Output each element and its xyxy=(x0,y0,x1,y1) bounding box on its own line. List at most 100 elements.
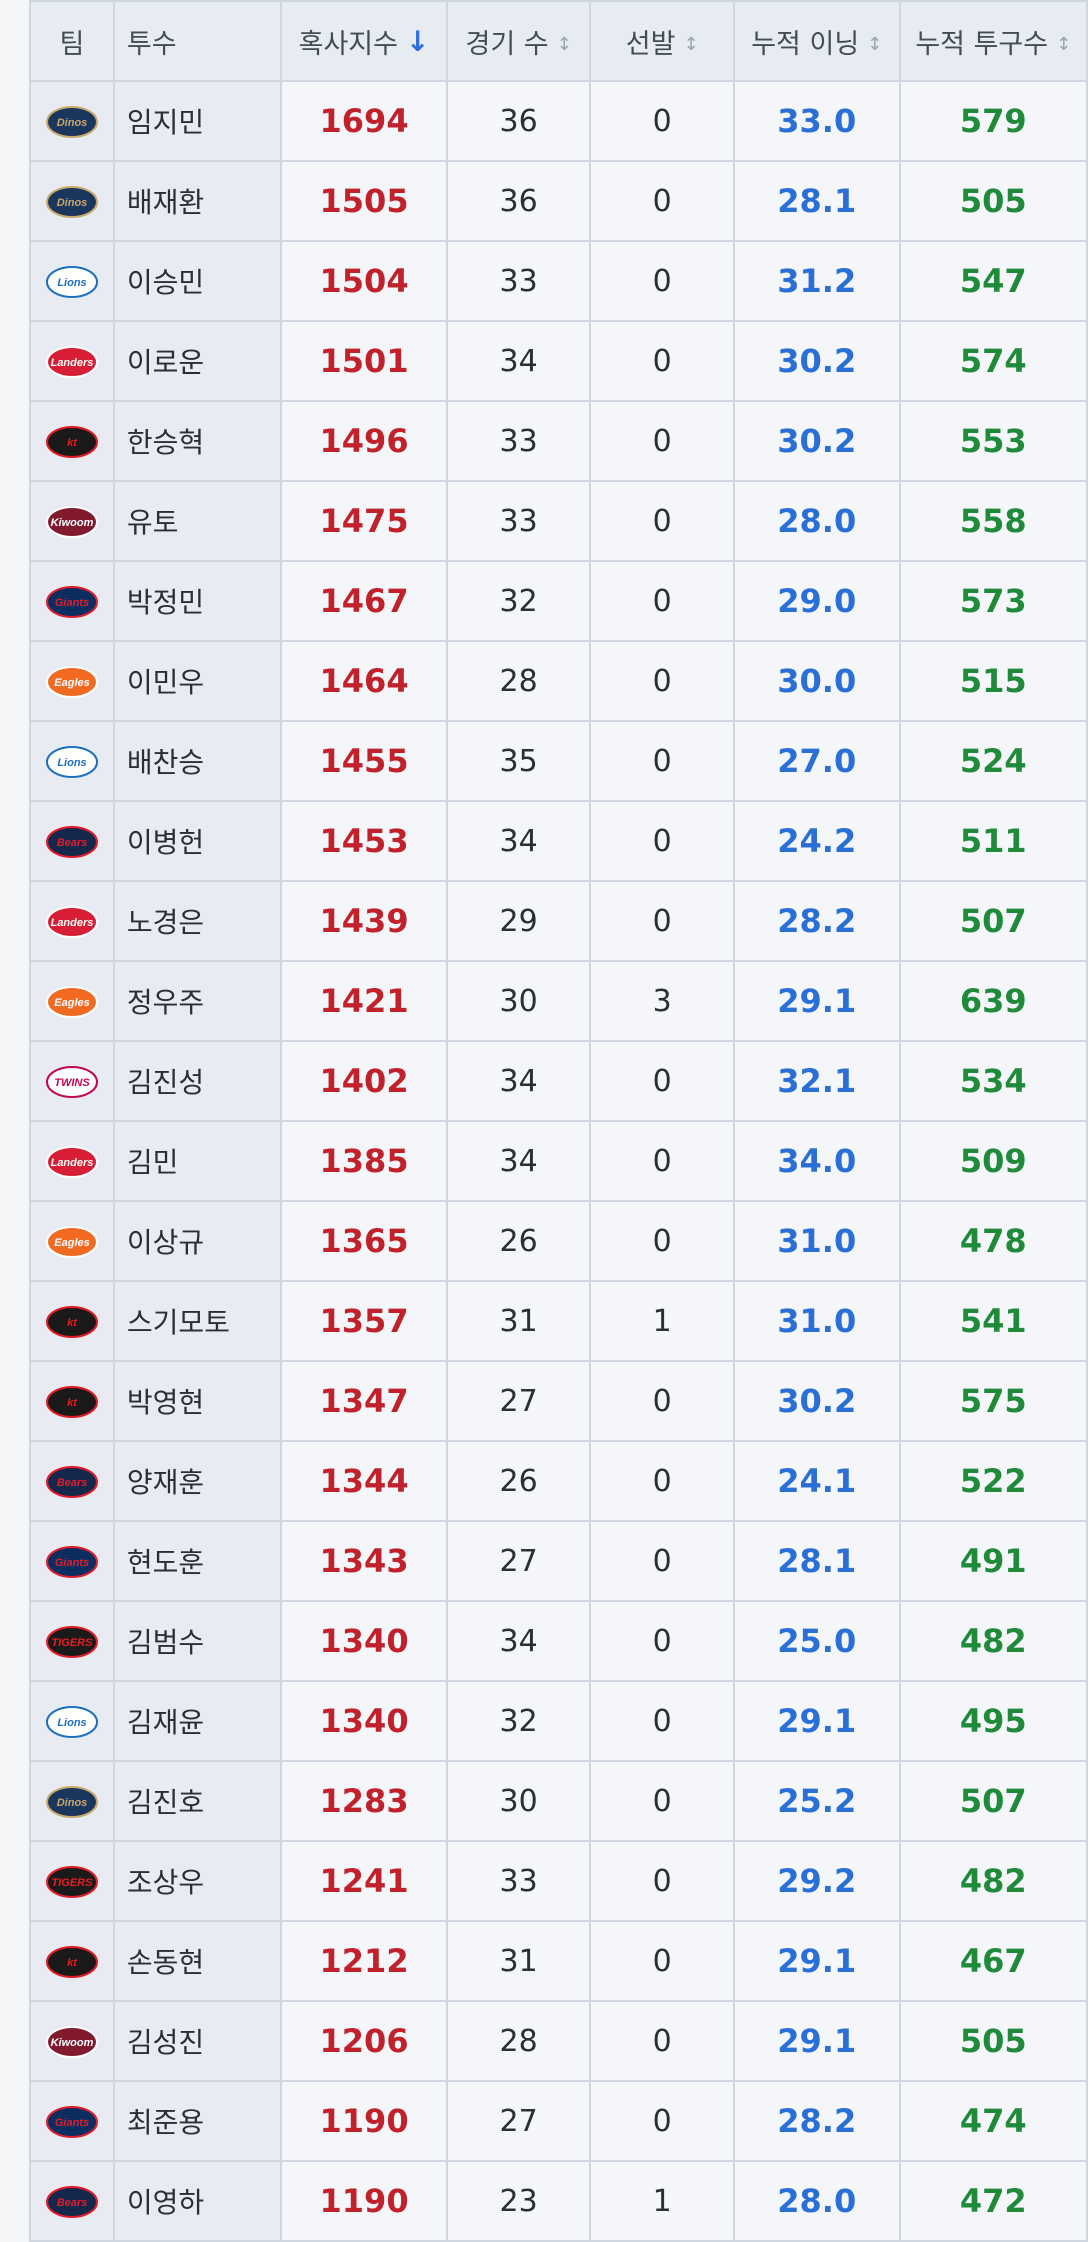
team-cell: Bears xyxy=(29,1440,115,1522)
landers-logo-icon: Landers xyxy=(45,1145,99,1179)
table-row[interactable]: Eagles 정우주 1421 30 3 29.1 639 xyxy=(29,960,1088,1042)
games-value: 34 xyxy=(445,1120,592,1202)
table-row[interactable]: Bears 이영하 1190 23 1 28.0 472 xyxy=(29,2160,1088,2242)
table-row[interactable]: kt 한승혁 1496 33 0 30.2 553 xyxy=(29,400,1088,482)
table-row[interactable]: TIGERS 조상우 1241 33 0 29.2 482 xyxy=(29,1840,1088,1922)
table-row[interactable]: Landers 이로운 1501 34 0 30.2 574 xyxy=(29,320,1088,402)
pitcher-name[interactable]: 이병헌 xyxy=(112,800,283,882)
starts-value: 0 xyxy=(589,1360,735,1442)
pitcher-name[interactable]: 김진호 xyxy=(112,1760,283,1842)
sort-desc-arrow-icon[interactable]: ↓ xyxy=(406,24,430,58)
pitcher-name[interactable]: 박영현 xyxy=(112,1360,283,1442)
header-games[interactable]: 경기 수 ↕ xyxy=(445,0,592,82)
pitches-value: 575 xyxy=(898,1360,1088,1442)
table-row[interactable]: Bears 양재훈 1344 26 0 24.1 522 xyxy=(29,1440,1088,1522)
table-row[interactable]: Landers 김민 1385 34 0 34.0 509 xyxy=(29,1120,1088,1202)
header-pitches[interactable]: 누적 투구수 ↕ xyxy=(898,0,1088,82)
header-pitcher[interactable]: 투수 xyxy=(112,0,283,82)
pitcher-name[interactable]: 김성진 xyxy=(112,2000,283,2082)
pitcher-name[interactable]: 스기모토 xyxy=(112,1280,283,1362)
pitcher-name[interactable]: 정우주 xyxy=(112,960,283,1042)
header-innings[interactable]: 누적 이닝 ↕ xyxy=(732,0,901,82)
table-row[interactable]: Lions 배찬승 1455 35 0 27.0 524 xyxy=(29,720,1088,802)
pitcher-name[interactable]: 조상우 xyxy=(112,1840,283,1922)
table-row[interactable]: Landers 노경은 1439 29 0 28.2 507 xyxy=(29,880,1088,962)
pitcher-name[interactable]: 김범수 xyxy=(112,1600,283,1682)
games-value: 26 xyxy=(445,1200,592,1282)
landers-logo-icon: Landers xyxy=(45,905,99,939)
table-row[interactable]: TWINS 김진성 1402 34 0 32.1 534 xyxy=(29,1040,1088,1122)
table-row[interactable]: kt 박영현 1347 27 0 30.2 575 xyxy=(29,1360,1088,1442)
pitcher-name[interactable]: 손동현 xyxy=(112,1920,283,2002)
pitches-value: 507 xyxy=(898,880,1088,962)
pitcher-name[interactable]: 이영하 xyxy=(112,2160,283,2242)
pitcher-name[interactable]: 박정민 xyxy=(112,560,283,642)
table-row[interactable]: Giants 박정민 1467 32 0 29.0 573 xyxy=(29,560,1088,642)
pitcher-name[interactable]: 배재환 xyxy=(112,160,283,242)
table-row[interactable]: Lions 김재윤 1340 32 0 29.1 495 xyxy=(29,1680,1088,1762)
table-row[interactable]: Eagles 이민우 1464 28 0 30.0 515 xyxy=(29,640,1088,722)
pitcher-name[interactable]: 최준용 xyxy=(112,2080,283,2162)
games-value: 34 xyxy=(445,320,592,402)
innings-value: 28.1 xyxy=(732,160,901,242)
landers-logo-icon: Landers xyxy=(45,345,99,379)
innings-value: 33.0 xyxy=(732,80,901,162)
pitcher-name[interactable]: 한승혁 xyxy=(112,400,283,482)
header-strikeouts[interactable]: 혹사지수 ↓ xyxy=(280,0,448,82)
table-row[interactable]: Giants 최준용 1190 27 0 28.2 474 xyxy=(29,2080,1088,2162)
table-row[interactable]: Kiwoom 유토 1475 33 0 28.0 558 xyxy=(29,480,1088,562)
sort-arrows-icon[interactable]: ↕ xyxy=(867,33,883,55)
table-row[interactable]: kt 손동현 1212 31 0 29.1 467 xyxy=(29,1920,1088,2002)
svg-text:Giants: Giants xyxy=(55,597,89,609)
pitcher-name[interactable]: 유토 xyxy=(112,480,283,562)
table-row[interactable]: Giants 현도훈 1343 27 0 28.1 491 xyxy=(29,1520,1088,1602)
innings-value: 29.1 xyxy=(732,1680,901,1762)
pitcher-name[interactable]: 노경은 xyxy=(112,880,283,962)
strikeouts-value: 1343 xyxy=(280,1520,448,1602)
starts-value: 0 xyxy=(589,640,735,722)
strikeouts-value: 1206 xyxy=(280,2000,448,2082)
table-row[interactable]: Dinos 임지민 1694 36 0 33.0 579 xyxy=(29,80,1088,162)
pitcher-name[interactable]: 임지민 xyxy=(112,80,283,162)
pitcher-name[interactable]: 이상규 xyxy=(112,1200,283,1282)
games-value: 34 xyxy=(445,1600,592,1682)
table-row[interactable]: TIGERS 김범수 1340 34 0 25.0 482 xyxy=(29,1600,1088,1682)
team-cell: Eagles xyxy=(29,1200,115,1282)
team-cell: Lions xyxy=(29,240,115,322)
pitcher-name[interactable]: 양재훈 xyxy=(112,1440,283,1522)
innings-value: 28.0 xyxy=(732,480,901,562)
pitcher-name[interactable]: 김진성 xyxy=(112,1040,283,1122)
table-row[interactable]: Lions 이승민 1504 33 0 31.2 547 xyxy=(29,240,1088,322)
sort-arrows-icon[interactable]: ↕ xyxy=(683,33,699,55)
pitcher-name[interactable]: 김재윤 xyxy=(112,1680,283,1762)
pitcher-name[interactable]: 이로운 xyxy=(112,320,283,402)
ktwiz-logo-icon: kt xyxy=(45,425,99,459)
innings-value: 29.1 xyxy=(732,1920,901,2002)
sort-arrows-icon[interactable]: ↕ xyxy=(556,33,572,55)
header-starts[interactable]: 선발 ↕ xyxy=(589,0,735,82)
sort-arrows-icon[interactable]: ↕ xyxy=(1056,33,1072,55)
team-cell: Eagles xyxy=(29,640,115,722)
lions-logo-icon: Lions xyxy=(45,1705,99,1739)
table-row[interactable]: kt 스기모토 1357 31 1 31.0 541 xyxy=(29,1280,1088,1362)
strikeouts-value: 1475 xyxy=(280,480,448,562)
pitcher-name[interactable]: 김민 xyxy=(112,1120,283,1202)
ktwiz-logo-icon: kt xyxy=(45,1385,99,1419)
strikeouts-value: 1365 xyxy=(280,1200,448,1282)
table-row[interactable]: Dinos 김진호 1283 30 0 25.2 507 xyxy=(29,1760,1088,1842)
bears-logo-icon: Bears xyxy=(45,825,99,859)
table-row[interactable]: Kiwoom 김성진 1206 28 0 29.1 505 xyxy=(29,2000,1088,2082)
strikeouts-value: 1402 xyxy=(280,1040,448,1122)
team-cell: Dinos xyxy=(29,80,115,162)
table-row[interactable]: Dinos 배재환 1505 36 0 28.1 505 xyxy=(29,160,1088,242)
pitcher-name[interactable]: 현도훈 xyxy=(112,1520,283,1602)
strikeouts-value: 1347 xyxy=(280,1360,448,1442)
pitcher-name[interactable]: 배찬승 xyxy=(112,720,283,802)
table-row[interactable]: Bears 이병헌 1453 34 0 24.2 511 xyxy=(29,800,1088,882)
header-team[interactable]: 팀 xyxy=(29,0,115,82)
table-row[interactable]: Eagles 이상규 1365 26 0 31.0 478 xyxy=(29,1200,1088,1282)
pitcher-name[interactable]: 이승민 xyxy=(112,240,283,322)
strikeouts-value: 1694 xyxy=(280,80,448,162)
pitcher-name[interactable]: 이민우 xyxy=(112,640,283,722)
svg-text:TWINS: TWINS xyxy=(54,1077,90,1089)
